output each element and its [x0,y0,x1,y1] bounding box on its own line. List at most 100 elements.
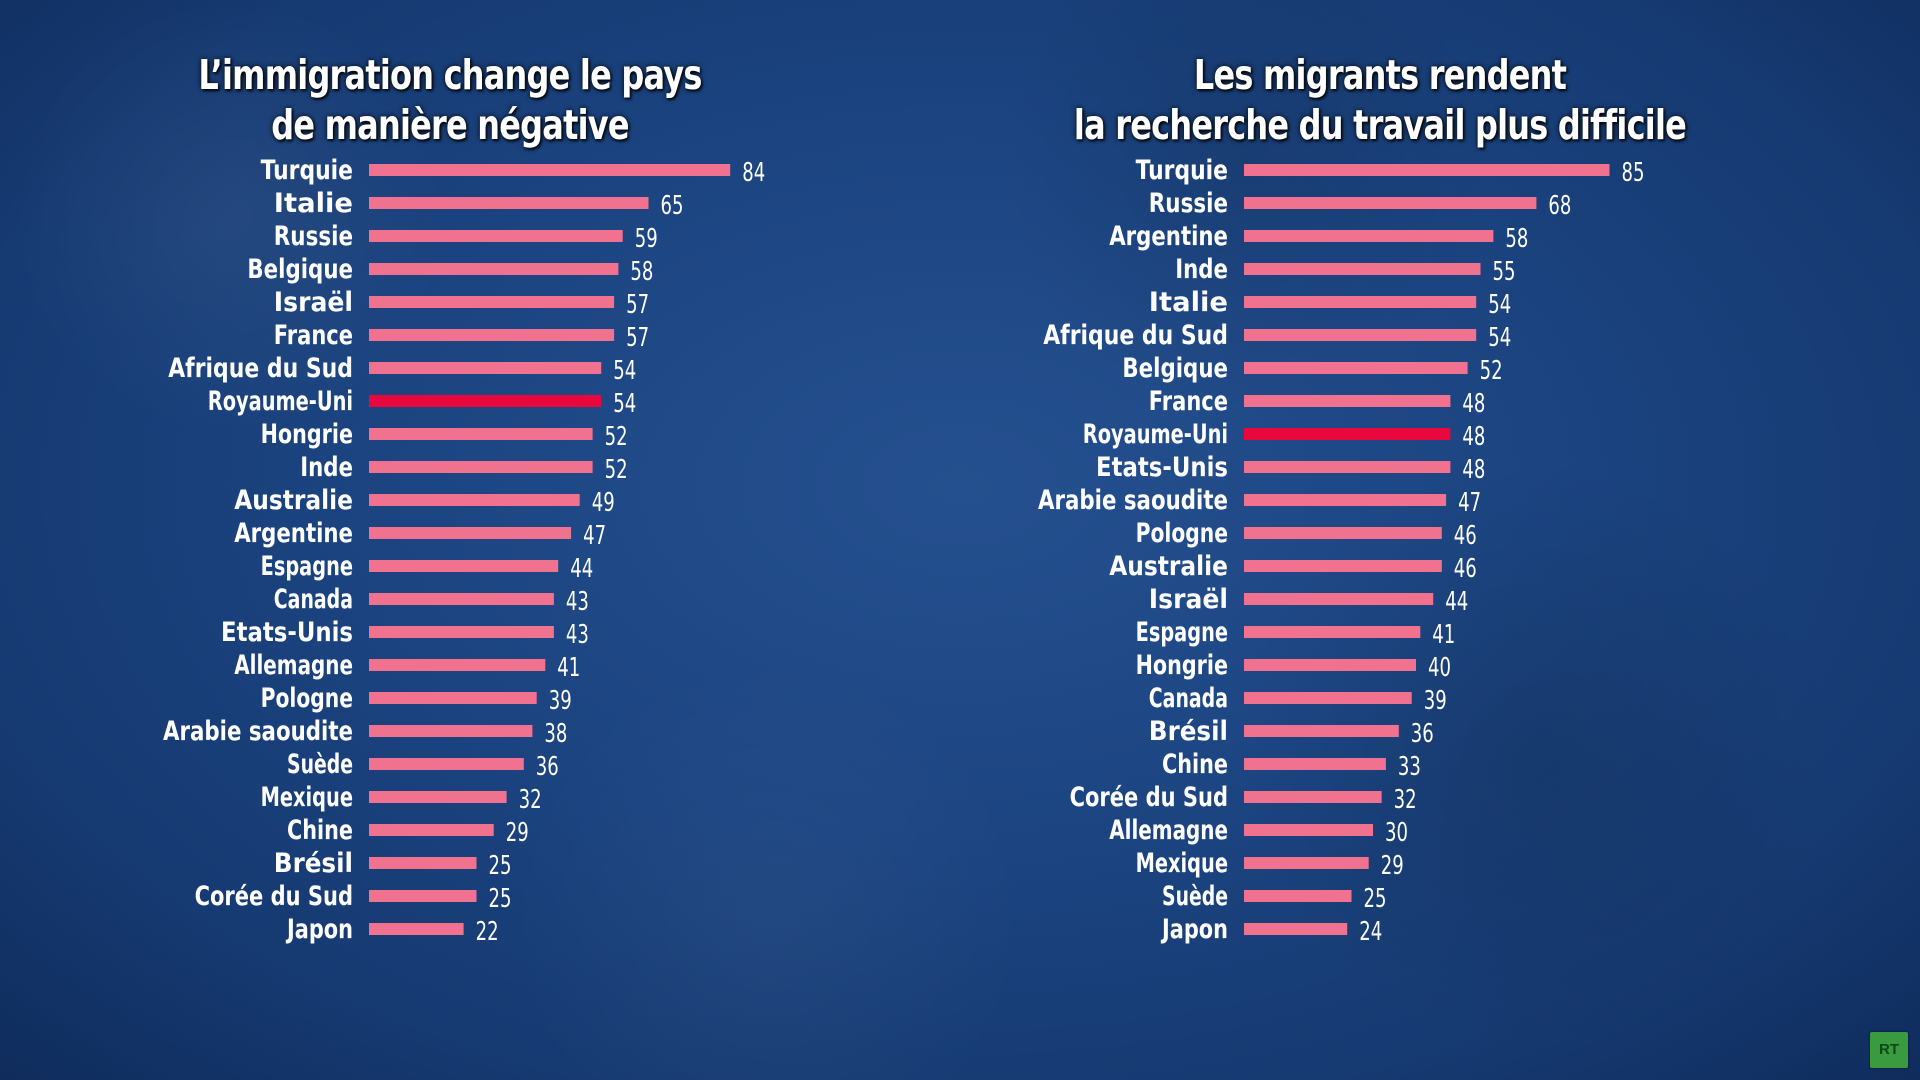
category-label-left-7: Royaume-Uni [208,386,353,417]
bar-left-3 [369,263,619,275]
category-label-left-4: Israël [274,287,353,318]
bar-left-19 [369,791,507,803]
category-label-left-20: Chine [287,815,353,846]
chart-right-title: Les migrants rendent la recherche du tra… [990,50,1770,150]
value-label-right-13: 44 [1445,587,1468,617]
category-label-left-17: Arabie saoudite [163,716,353,747]
bar-right-0 [1244,164,1610,176]
bar-left-9 [369,461,593,473]
bar-right-17 [1244,725,1399,737]
category-label-left-21: Brésil [274,848,353,879]
category-label-right-18: Chine [1162,749,1228,780]
category-label-left-11: Argentine [234,518,353,549]
category-label-left-16: Pologne [261,683,353,714]
bar-left-16 [369,692,537,704]
value-label-left-5: 57 [626,323,649,353]
bar-left-23 [369,923,464,935]
bar-right-22 [1244,890,1352,902]
bar-right-5 [1244,329,1477,341]
category-label-left-18: Suède [287,749,353,780]
bar-right-21 [1244,857,1369,869]
value-label-right-14: 41 [1432,620,1455,650]
chart-right: Les migrants rendent la recherche du tra… [880,0,1880,1000]
chart-right-plot: Turquie 85 Russie 68 Argentine 58 Inde 55 Italie… [1038,155,1645,947]
value-label-right-10: 47 [1458,488,1481,518]
value-label-right-4: 54 [1488,290,1511,320]
bar-left-6 [369,362,602,374]
bar-left-17 [369,725,533,737]
value-label-left-3: 58 [630,257,653,287]
value-label-right-21: 29 [1381,851,1404,881]
bar-left-5 [369,329,615,341]
bar-left-4 [369,296,615,308]
category-label-left-0: Turquie [261,155,353,186]
bar-left-8 [369,428,593,440]
category-label-right-3: Inde [1175,254,1228,285]
value-label-right-12: 46 [1454,554,1477,584]
bar-left-18 [369,758,524,770]
bar-right-20 [1244,824,1373,836]
bar-left-15 [369,659,546,671]
category-label-right-16: Canada [1149,683,1228,714]
bar-right-10 [1244,494,1447,506]
value-label-right-8: 48 [1462,422,1485,452]
value-label-left-2: 59 [635,224,658,254]
category-label-right-13: Israël [1149,584,1228,615]
value-label-right-0: 85 [1622,158,1645,188]
bar-left-11 [369,527,572,539]
category-label-right-2: Argentine [1109,221,1228,252]
bar-left-10 [369,494,580,506]
value-label-right-20: 30 [1385,818,1408,848]
rt-logo: RT [1870,1032,1908,1068]
category-label-left-1: Italie [274,188,353,219]
bar-right-11 [1244,527,1442,539]
value-label-right-6: 52 [1480,356,1503,386]
category-label-left-13: Canada [274,584,353,615]
value-label-right-1: 68 [1548,191,1571,221]
value-label-right-23: 24 [1359,917,1382,947]
value-label-right-17: 36 [1411,719,1434,749]
category-label-left-2: Russie [274,221,353,252]
category-label-left-12: Espagne [261,551,353,582]
category-label-right-6: Belgique [1122,353,1228,384]
category-label-left-5: France [274,320,353,351]
bar-right-19 [1244,791,1382,803]
bar-right-1 [1244,197,1537,209]
bar-right-2 [1244,230,1494,242]
value-label-left-13: 43 [566,587,589,617]
category-label-left-6: Afrique du Sud [168,353,353,384]
value-label-left-15: 41 [557,653,580,683]
value-label-left-16: 39 [549,686,572,716]
category-label-right-8: Royaume-Uni [1083,419,1228,450]
value-label-left-18: 36 [536,752,559,782]
category-label-right-17: Brésil [1149,716,1228,747]
bar-right-4 [1244,296,1477,308]
category-label-right-10: Arabie saoudite [1038,485,1228,516]
bar-left-20 [369,824,494,836]
value-label-left-12: 44 [570,554,593,584]
category-label-left-15: Allemagne [234,650,353,681]
chart-left-title-line-2: de manière négative [271,101,629,149]
category-label-left-22: Corée du Sud [195,881,353,912]
category-label-left-9: Inde [300,452,353,483]
category-label-left-23: Japon [285,914,353,945]
bar-right-6 [1244,362,1468,374]
value-label-right-3: 55 [1493,257,1516,287]
bar-left-21 [369,857,477,869]
bar-right-18 [1244,758,1386,770]
bar-left-1 [369,197,649,209]
category-label-right-19: Corée du Sud [1070,782,1228,813]
value-label-right-11: 46 [1454,521,1477,551]
bar-right-15 [1244,659,1416,671]
value-label-left-7: 54 [613,389,636,419]
value-label-left-8: 52 [605,422,628,452]
category-label-right-0: Turquie [1136,155,1228,186]
category-label-right-21: Mexique [1136,848,1228,879]
value-label-left-1: 65 [661,191,684,221]
chart-left: L’immigration change le pays de manière … [0,0,900,1000]
chart-right-title-line-1: Les migrants rendent [1193,51,1567,99]
bar-left-0 [369,164,731,176]
category-label-right-15: Hongrie [1136,650,1228,681]
category-label-left-10: Australie [234,485,353,516]
category-label-right-1: Russie [1149,188,1228,219]
